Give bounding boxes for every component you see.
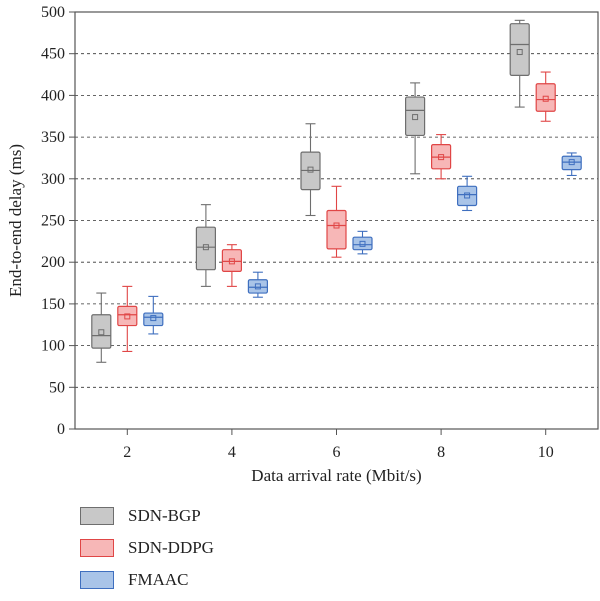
x-tick-label: 2 [123, 444, 131, 461]
box-sdn-bgp-6 [300, 123, 321, 217]
iqr-box [352, 236, 373, 251]
y-tick-label: 350 [41, 129, 65, 146]
iqr-box [405, 96, 426, 137]
box-sdn-ddpg-8 [431, 134, 452, 180]
box-sdn-ddpg-2 [117, 285, 138, 352]
y-axis-title: End-to-end delay (ms) [6, 144, 25, 297]
mean-marker [359, 240, 366, 247]
mean-marker [307, 166, 314, 173]
y-tick-label: 50 [49, 379, 65, 396]
legend-item-sdn-ddpg: SDN-DDPG [80, 537, 214, 559]
iqr-box [117, 305, 138, 327]
mean-marker [464, 192, 471, 199]
y-tick-label: 150 [41, 296, 65, 313]
legend-label: SDN-DDPG [128, 538, 214, 557]
legend-swatch [80, 507, 114, 525]
mean-marker [98, 329, 105, 336]
box-sdn-bgp-4 [195, 204, 216, 287]
mean-marker [516, 49, 523, 56]
legend: SDN-BGP SDN-DDPG FMAAC [80, 505, 214, 601]
mean-marker [438, 154, 445, 161]
box-sdn-bgp-8 [405, 82, 426, 175]
iqr-box [535, 83, 556, 112]
mean-marker [412, 114, 419, 121]
y-tick-label: 300 [41, 171, 65, 188]
x-tick-label: 10 [538, 444, 554, 461]
box-series [91, 19, 582, 363]
box-fmaac-6 [352, 230, 373, 255]
mean-marker [124, 313, 131, 320]
mean-marker [228, 258, 235, 265]
box-sdn-bgp-2 [91, 292, 112, 363]
y-tick-label: 400 [41, 87, 65, 104]
iqr-box [143, 312, 164, 327]
x-tick-label: 6 [333, 444, 341, 461]
iqr-box [91, 314, 112, 349]
iqr-box [195, 226, 216, 271]
y-tick-label: 500 [41, 4, 65, 21]
axes: 0 50 100 150 200 250 300 350 400 450 500 2 4 6 8 10 [41, 4, 554, 461]
series-sdn-bgp [91, 19, 530, 363]
iqr-box [457, 185, 478, 207]
mean-marker [150, 315, 157, 322]
mean-marker [202, 244, 209, 251]
iqr-box [561, 155, 582, 171]
box-sdn-ddpg-6 [326, 185, 347, 258]
box-fmaac-10 [561, 152, 582, 177]
box-plot-chart: 0 50 100 150 200 250 300 350 400 450 500 2 4 6 8 10 Dat… [6, 4, 599, 485]
iqr-box [326, 209, 347, 250]
y-tick-label: 200 [41, 254, 65, 271]
iqr-box [247, 279, 268, 294]
legend-item-fmaac: FMAAC [80, 569, 214, 591]
y-tick-label: 250 [41, 213, 65, 230]
series-fmaac [143, 152, 582, 335]
legend-label: FMAAC [128, 570, 189, 589]
series-sdn-ddpg [117, 71, 556, 352]
legend-swatch [80, 571, 114, 589]
box-sdn-ddpg-10 [535, 71, 556, 122]
box-fmaac-4 [247, 271, 268, 298]
y-tick-label: 450 [41, 46, 65, 63]
box-fmaac-2 [143, 295, 164, 335]
x-tick-label: 4 [228, 444, 236, 461]
legend-item-sdn-bgp: SDN-BGP [80, 505, 214, 527]
iqr-box [221, 249, 242, 272]
mean-marker [568, 159, 575, 166]
y-tick-label: 100 [41, 338, 65, 355]
mean-marker [542, 95, 549, 102]
mean-marker [254, 283, 261, 290]
x-tick-label: 8 [437, 444, 445, 461]
legend-swatch [80, 539, 114, 557]
mean-marker [333, 222, 340, 229]
box-sdn-bgp-10 [509, 19, 530, 108]
box-sdn-ddpg-4 [221, 244, 242, 287]
x-axis-title: Data arrival rate (Mbit/s) [251, 466, 421, 485]
y-tick-label: 0 [57, 421, 65, 438]
legend-label: SDN-BGP [128, 506, 201, 525]
box-fmaac-8 [457, 175, 478, 212]
